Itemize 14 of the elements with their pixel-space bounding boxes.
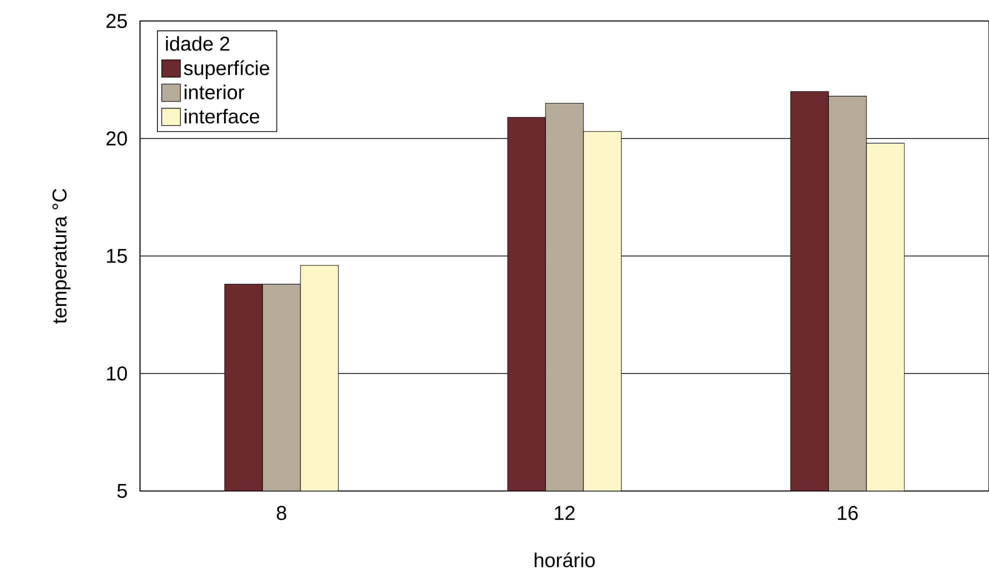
y-axis-title: temperatura °C — [52, 188, 71, 324]
x-tick-label: 12 — [554, 506, 575, 520]
legend-label: superfície — [184, 60, 270, 80]
x-tick-label: 8 — [276, 506, 286, 520]
legend-label: interior — [184, 84, 244, 100]
y-tick-label: 10 — [107, 366, 127, 381]
y-tick-label: 5 — [117, 484, 127, 498]
y-tick-label: 20 — [106, 131, 127, 146]
x-axis-title: horário — [534, 552, 595, 568]
legend-label: interface — [184, 108, 260, 124]
legend-title: idade 2 — [166, 36, 230, 51]
y-tick-label: 25 — [106, 14, 127, 28]
y-tick-label: 15 — [107, 249, 127, 263]
x-tick-label: 16 — [838, 506, 858, 520]
